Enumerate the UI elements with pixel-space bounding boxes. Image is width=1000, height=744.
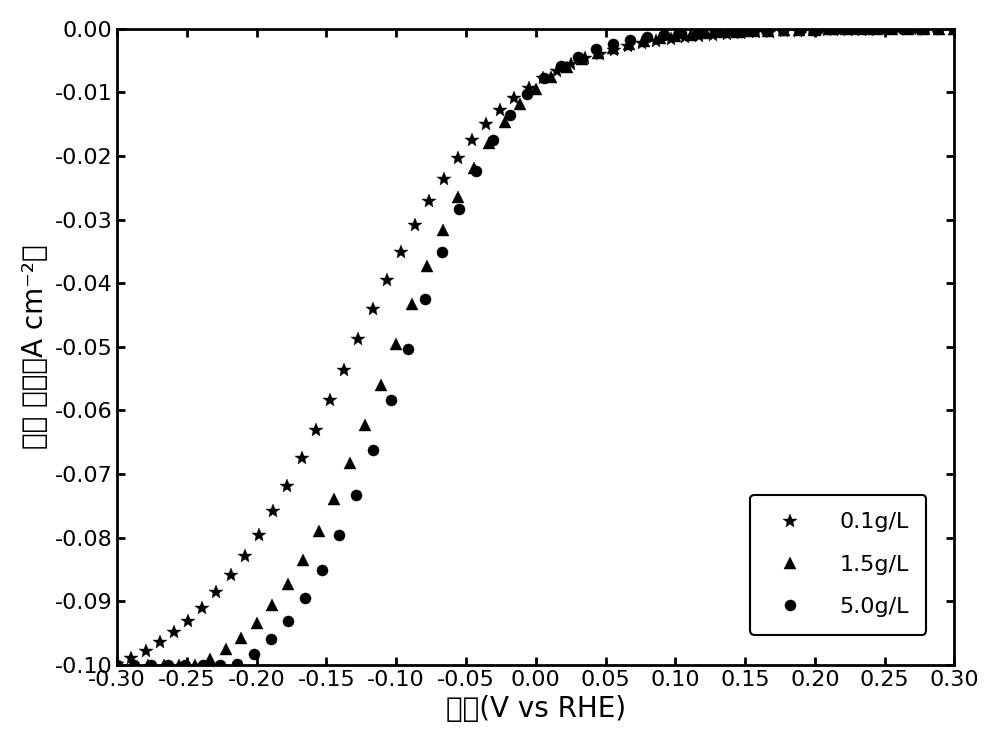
1.5g/L (421, 261, 433, 270)
5.0g/L (590, 45, 602, 54)
5.0g/L (282, 617, 294, 626)
0.1g/L (324, 396, 336, 405)
5.0g/L (641, 33, 653, 42)
5.0g/L (829, 25, 841, 33)
5.0g/L (931, 25, 943, 33)
5.0g/L (350, 490, 362, 499)
5.0g/L (675, 29, 687, 38)
5.0g/L (709, 27, 721, 36)
Line: 0.1g/L: 0.1g/L (110, 22, 961, 671)
5.0g/L (128, 660, 140, 669)
5.0g/L (248, 649, 260, 658)
5.0g/L (265, 635, 277, 644)
0.1g/L (253, 530, 265, 539)
5.0g/L (726, 26, 738, 35)
1.5g/L (111, 660, 123, 669)
5.0g/L (111, 660, 123, 669)
X-axis label: 电势(V vs RHE): 电势(V vs RHE) (446, 695, 626, 723)
1.5g/L (313, 527, 325, 536)
5.0g/L (197, 660, 209, 669)
5.0g/L (760, 25, 772, 34)
5.0g/L (607, 39, 619, 48)
Line: 1.5g/L: 1.5g/L (112, 23, 960, 670)
0.1g/L (111, 659, 123, 668)
5.0g/L (504, 110, 516, 119)
5.0g/L (436, 247, 448, 256)
0.1g/L (381, 275, 393, 284)
Line: 5.0g/L: 5.0g/L (112, 23, 960, 670)
5.0g/L (692, 28, 704, 36)
5.0g/L (624, 36, 636, 45)
5.0g/L (897, 25, 909, 33)
Y-axis label: 电流 密度（A cm⁻²）: 电流 密度（A cm⁻²） (21, 245, 49, 449)
5.0g/L (487, 135, 499, 144)
5.0g/L (538, 74, 550, 83)
5.0g/L (214, 660, 226, 669)
5.0g/L (948, 25, 960, 33)
5.0g/L (777, 25, 789, 34)
5.0g/L (367, 445, 379, 454)
1.5g/L (266, 601, 278, 610)
5.0g/L (846, 25, 858, 33)
5.0g/L (555, 62, 567, 71)
0.1g/L (395, 247, 407, 256)
5.0g/L (572, 52, 584, 61)
1.5g/L (933, 25, 945, 33)
5.0g/L (179, 660, 191, 669)
5.0g/L (658, 31, 670, 39)
0.1g/L (948, 25, 960, 33)
5.0g/L (231, 660, 243, 669)
1.5g/L (948, 25, 960, 33)
5.0g/L (419, 295, 431, 304)
5.0g/L (453, 205, 465, 214)
5.0g/L (914, 25, 926, 33)
5.0g/L (521, 90, 533, 99)
5.0g/L (316, 565, 328, 574)
5.0g/L (812, 25, 824, 33)
5.0g/L (162, 660, 174, 669)
0.1g/L (636, 39, 648, 48)
5.0g/L (743, 26, 755, 35)
Legend: 0.1g/L, 1.5g/L, 5.0g/L: 0.1g/L, 1.5g/L, 5.0g/L (750, 495, 926, 635)
5.0g/L (470, 167, 482, 176)
5.0g/L (145, 660, 157, 669)
0.1g/L (352, 335, 364, 344)
5.0g/L (333, 531, 345, 540)
5.0g/L (299, 594, 311, 603)
5.0g/L (880, 25, 892, 33)
1.5g/L (855, 25, 867, 33)
5.0g/L (402, 345, 414, 354)
5.0g/L (863, 25, 875, 33)
5.0g/L (795, 25, 807, 33)
5.0g/L (385, 396, 397, 405)
1.5g/L (204, 655, 216, 664)
